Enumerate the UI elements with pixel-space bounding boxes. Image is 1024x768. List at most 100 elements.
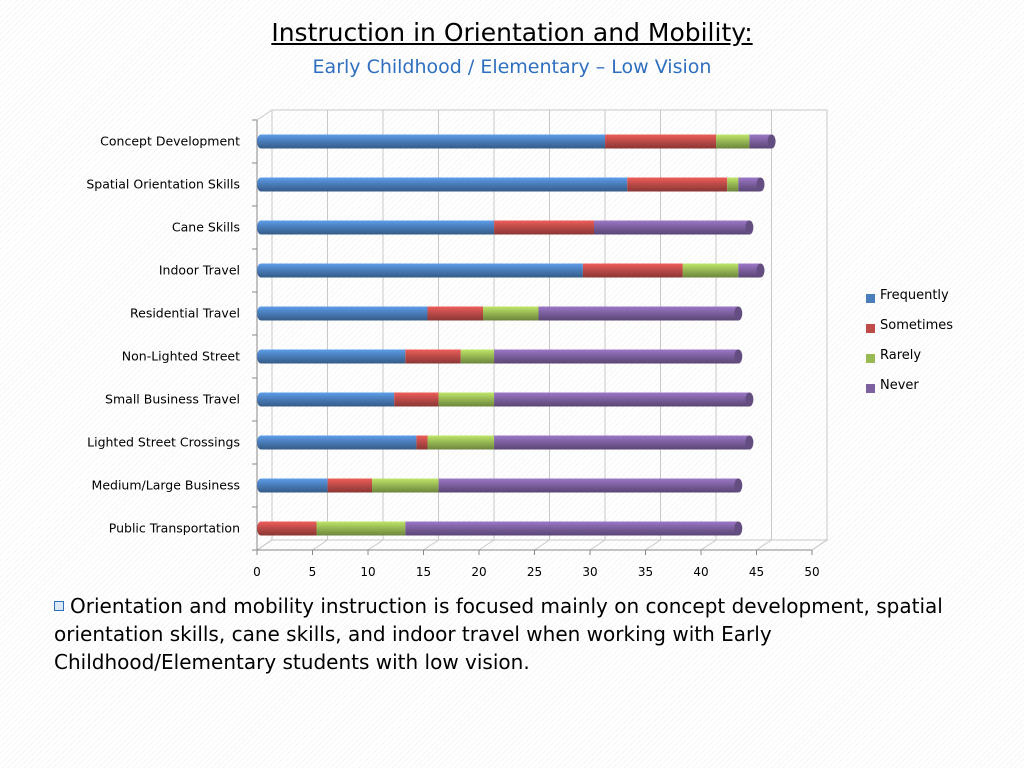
bar-segment-sometimes-cane-skills <box>494 220 594 235</box>
legend-swatch-sometimes <box>866 324 875 333</box>
bar-segment-rarely-residential-travel <box>483 306 539 321</box>
bar-start-cap <box>257 306 265 321</box>
gridline-floor <box>367 539 384 551</box>
bar-end-cap <box>745 392 754 407</box>
bar-segment-rarely-non-lighted-street <box>460 349 495 364</box>
legend-item-never: Never <box>866 378 953 408</box>
bar-segment-never-indoor-travel <box>738 263 761 278</box>
y-tick-label: Spatial Orientation Skills <box>86 177 240 192</box>
hollow-square-bullet-icon <box>54 601 64 611</box>
legend-swatch-never <box>866 384 875 393</box>
x-tick-label: 0 <box>253 565 261 579</box>
bar-segment-never-small-business-travel <box>494 392 750 407</box>
summary-note: Orientation and mobility instruction is … <box>54 592 944 676</box>
gridline-floor <box>756 539 772 551</box>
bar-segment-frequently-indoor-travel <box>261 263 583 278</box>
bar-segment-rarely-medium-large-business <box>372 478 439 493</box>
bar-segment-rarely-public-transportation <box>316 521 406 536</box>
x-tick-label: 45 <box>749 565 764 579</box>
bar-start-cap <box>257 392 265 407</box>
bar-segment-sometimes-lighted-street-crossings <box>416 435 428 450</box>
chart-legend: Frequently Sometimes Rarely Never <box>866 288 953 408</box>
slide-title: Instruction in Orientation and Mobility: <box>271 18 753 47</box>
y-tick-label: Concept Development <box>100 134 240 149</box>
legend-swatch-frequently <box>866 294 875 303</box>
bar-segment-sometimes-non-lighted-street <box>405 349 461 364</box>
bar-end-cap <box>734 478 743 493</box>
x-tick-label: 10 <box>360 565 375 579</box>
gridline-floor <box>423 539 439 551</box>
bar-segment-frequently-cane-skills <box>261 220 495 235</box>
legend-label-never: Never <box>880 378 919 393</box>
bar-segment-rarely-lighted-street-crossings <box>427 435 495 450</box>
bar-segment-sometimes-residential-travel <box>427 306 483 321</box>
stacked-bar-chart: 0 5 10 15 20 25 30 35 40 45 50 Concept Development S… <box>86 109 829 579</box>
bar-end-cap <box>734 521 743 536</box>
bar-start-cap <box>257 263 265 278</box>
bar-segment-frequently-non-lighted-street <box>261 349 406 364</box>
bar-end-cap <box>767 134 776 149</box>
x-tick-label: 15 <box>416 565 431 579</box>
bar-segment-never-residential-travel <box>538 306 739 321</box>
bar-segment-rarely-small-business-travel <box>438 392 495 407</box>
bar-segment-never-cane-skills <box>594 220 750 235</box>
bar-segment-never-concept-development <box>749 134 772 149</box>
legend-label-frequently: Frequently <box>880 288 949 303</box>
bar-segment-never-non-lighted-street <box>494 349 739 364</box>
bar-segment-sometimes-spatial-orientation-skills <box>627 177 728 192</box>
legend-item-sometimes: Sometimes <box>866 318 953 348</box>
bar-segment-never-lighted-street-crossings <box>494 435 750 450</box>
summary-note-text: Orientation and mobility instruction is … <box>54 594 943 674</box>
bar-segment-sometimes-indoor-travel <box>582 263 683 278</box>
gridline-floor <box>312 539 328 551</box>
y-tick-label: Residential Travel <box>130 306 240 321</box>
bar-start-cap <box>257 220 265 235</box>
y-tick-label: Medium/Large Business <box>92 478 240 493</box>
legend-label-sometimes: Sometimes <box>880 318 954 333</box>
x-tick-label: 20 <box>471 565 486 579</box>
bar-segment-sometimes-small-business-travel <box>394 392 439 407</box>
bar-segment-frequently-spatial-orientation-skills <box>261 177 628 192</box>
bar-segment-frequently-small-business-travel <box>261 392 395 407</box>
gridline-floor <box>700 539 717 551</box>
gridline-floor <box>811 539 828 551</box>
bar-segment-rarely-spatial-orientation-skills <box>727 177 739 192</box>
bar-segment-never-spatial-orientation-skills <box>738 177 761 192</box>
bar-start-cap <box>257 349 265 364</box>
legend-swatch-rarely <box>866 354 875 363</box>
x-tick-label: 25 <box>527 565 542 579</box>
y-tick-label: Small Business Travel <box>105 392 240 407</box>
bar-end-cap <box>756 263 765 278</box>
bar-segment-never-public-transportation <box>405 521 739 536</box>
bar-segment-never-medium-large-business <box>438 478 739 493</box>
legend-item-rarely: Rarely <box>866 348 953 378</box>
bar-segment-frequently-residential-travel <box>261 306 428 321</box>
y-tick-label: Indoor Travel <box>159 263 240 278</box>
bar-segment-frequently-medium-large-business <box>261 478 328 493</box>
y-tick-label: Non-Lighted Street <box>122 349 240 364</box>
gridline-floor <box>478 539 495 551</box>
gridline-floor <box>256 539 273 551</box>
bar-end-cap <box>745 435 754 450</box>
bar-start-cap <box>257 177 265 192</box>
bar-start-cap <box>257 478 265 493</box>
y-tick-label: Public Transportation <box>109 521 240 536</box>
x-tick-label: 30 <box>582 565 597 579</box>
gridline-floor <box>589 539 606 551</box>
x-tick-label: 5 <box>309 565 317 579</box>
x-tick-label: 50 <box>804 565 819 579</box>
bar-segment-sometimes-public-transportation <box>261 521 317 536</box>
bar-segment-sometimes-medium-large-business <box>327 478 372 493</box>
y-tick-label: Cane Skills <box>172 220 240 235</box>
legend-label-rarely: Rarely <box>880 348 922 363</box>
gridline-floor <box>645 539 661 551</box>
bar-start-cap <box>257 435 265 450</box>
y-tick-label: Lighted Street Crossings <box>87 435 240 450</box>
bar-segment-rarely-indoor-travel <box>682 263 739 278</box>
bar-segment-sometimes-concept-development <box>605 134 717 149</box>
bar-start-cap <box>257 521 265 536</box>
x-tick-label: 40 <box>693 565 708 579</box>
slide-subtitle: Early Childhood / Elementary – Low Visio… <box>312 56 712 78</box>
bar-end-cap <box>756 177 765 192</box>
bar-end-cap <box>734 306 743 321</box>
